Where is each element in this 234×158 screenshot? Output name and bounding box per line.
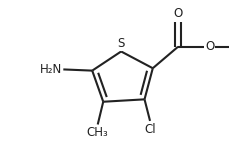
Text: S: S — [117, 37, 125, 50]
Text: Cl: Cl — [144, 123, 156, 136]
Text: O: O — [173, 7, 183, 20]
Text: O: O — [205, 40, 214, 53]
Text: CH₃: CH₃ — [87, 126, 109, 139]
Text: H₂N: H₂N — [40, 63, 62, 76]
